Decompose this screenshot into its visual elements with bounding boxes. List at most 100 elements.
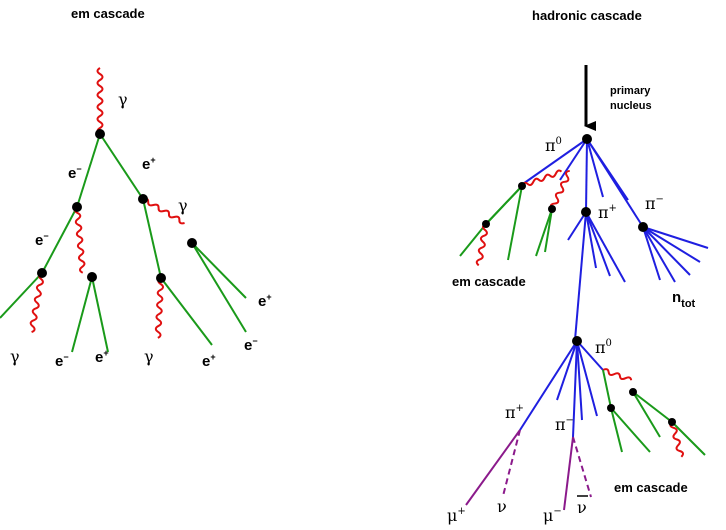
electron-label: e− (55, 352, 69, 370)
vertex (548, 205, 556, 213)
em-track (544, 208, 553, 253)
hadron-track (576, 340, 583, 421)
photon-wave (73, 206, 86, 274)
photon-wave (669, 421, 684, 458)
vertex (638, 222, 648, 232)
em-cascade-diagram: γ e− e+ γ e− γ e− e+ γ e+ e+ e− (0, 67, 272, 370)
hadron-track (585, 211, 626, 283)
em-track (459, 223, 487, 257)
em-track (632, 391, 661, 438)
positron-label: e+ (202, 352, 216, 370)
neutrino-label: ν (497, 497, 507, 516)
em-track (632, 391, 673, 423)
electron-track (76, 133, 101, 208)
electron-track (0, 272, 43, 319)
vertex (138, 194, 148, 204)
photon-wave (142, 197, 185, 225)
positron-label: e+ (258, 292, 272, 310)
pion-label: π+ (505, 403, 524, 422)
vertex (156, 273, 166, 283)
pion-label: π+ (598, 203, 617, 222)
hadron-track (642, 226, 709, 249)
electron-track (191, 242, 247, 333)
hadron-track (642, 226, 676, 283)
positron-track (99, 133, 144, 200)
em-track (610, 407, 651, 453)
left-title: em cascade (71, 6, 145, 21)
muon-label: μ+ (447, 506, 466, 525)
photon-wave (154, 277, 165, 339)
muon-label: μ− (543, 506, 562, 525)
em-track (610, 407, 623, 453)
primary-nucleus-label-line2: nucleus (610, 100, 652, 112)
em-track (507, 185, 523, 261)
hadron-track (574, 211, 587, 341)
electron-track (71, 276, 93, 353)
vertex (37, 268, 47, 278)
vertex (482, 220, 490, 228)
photon-label: γ (144, 347, 154, 366)
positron-track (160, 277, 213, 346)
vertex (87, 272, 97, 282)
vertex (72, 202, 82, 212)
electron-label: e− (68, 164, 82, 182)
photon-wave (602, 368, 633, 381)
neutrino-track (572, 436, 592, 498)
photon-label: γ (178, 196, 188, 215)
photon-wave (29, 272, 44, 334)
positron-track (142, 198, 162, 279)
photon-wave (549, 169, 570, 210)
vertex (668, 418, 676, 426)
primary-nucleus-label-line1: primary (610, 85, 651, 97)
hadron-track (586, 138, 644, 228)
hadron-track (576, 340, 598, 417)
vertex (187, 238, 197, 248)
muon-track (465, 429, 521, 506)
hadron-track (519, 340, 578, 431)
pion-label: π− (645, 194, 664, 213)
photon-wave (475, 223, 488, 267)
photon-wave (96, 67, 104, 135)
em-track (602, 369, 612, 409)
hadron-track (572, 340, 578, 438)
positron-label: e+ (142, 155, 156, 173)
hadron-track (642, 226, 701, 263)
em-track (535, 208, 553, 257)
neutrino-track (502, 429, 521, 497)
electron-track (41, 206, 78, 274)
hadron-track (556, 340, 578, 401)
vertex (607, 404, 615, 412)
vertex (629, 388, 637, 396)
em-cascade-label: em cascade (614, 480, 688, 495)
photon-wave (521, 169, 563, 187)
electron-label: e− (35, 231, 49, 249)
vertex (582, 134, 592, 144)
vertex (581, 207, 591, 217)
positron-track (191, 242, 247, 299)
hadron-track (585, 138, 588, 213)
pion-label: π0 (545, 136, 562, 155)
positron-label: e+ (95, 348, 109, 366)
hadron-track (642, 226, 661, 281)
vertex (95, 129, 105, 139)
hadron-track (586, 138, 604, 198)
positron-track (91, 276, 109, 353)
pion-label: π0 (595, 338, 612, 357)
antineutrino-label: ν (577, 498, 587, 517)
right-title: hadronic cascade (532, 8, 642, 23)
hadron-track (519, 138, 588, 187)
hadron-track (585, 211, 597, 269)
photon-label: γ (10, 347, 20, 366)
hadron-track (559, 138, 588, 181)
hadronic-cascade-diagram: primary nucleus (447, 65, 709, 525)
em-cascade-label: em cascade (452, 274, 526, 289)
vertex (572, 336, 582, 346)
hadron-track (567, 211, 587, 241)
photon-label: γ (118, 90, 128, 109)
hadron-track (576, 340, 604, 371)
vertex (518, 182, 526, 190)
pion-label: π− (555, 415, 574, 434)
em-track (671, 421, 706, 456)
hadron-track (642, 226, 691, 276)
